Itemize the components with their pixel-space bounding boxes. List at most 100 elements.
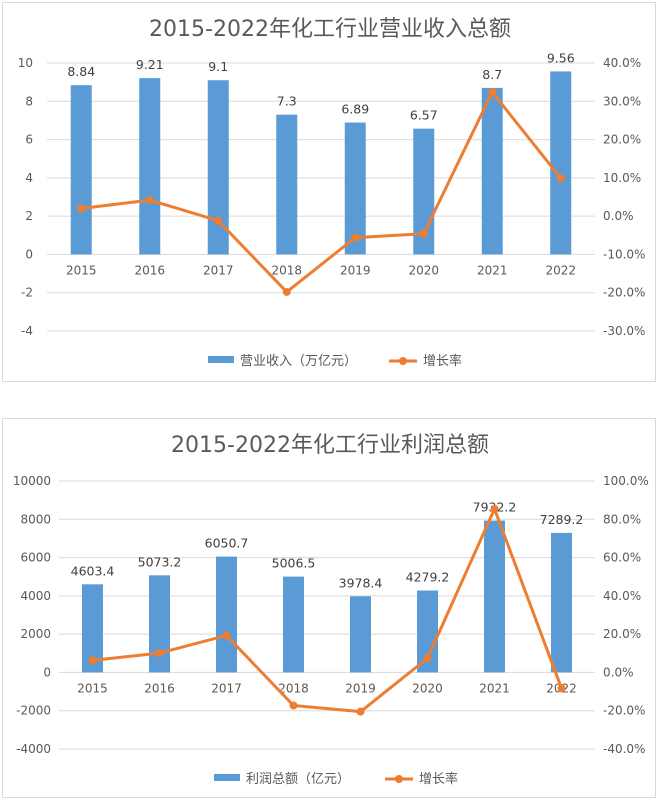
bar: [417, 590, 438, 673]
growth-rate-point: [222, 631, 231, 640]
left-axis-tick-label: 0: [43, 665, 51, 679]
bar-data-label: 9.21: [136, 57, 164, 72]
legend-bar-swatch: [208, 356, 234, 363]
right-axis-tick-label: -30.0%: [603, 324, 645, 338]
bar: [551, 532, 572, 673]
left-axis-tick-label: 6: [25, 133, 33, 147]
bar-data-label: 8.7: [482, 67, 502, 82]
bar: [149, 575, 170, 673]
bar-data-label: 7289.2: [540, 512, 584, 527]
bar: [139, 78, 161, 255]
revenue-chart: 2015-2022年化工行业营业收入总额 -4 -2 0 2 4 6 8 10 -30.0% -20…: [18, 17, 646, 369]
category-label: 2022: [545, 263, 576, 277]
left-axis-tick-label: 0: [25, 247, 33, 261]
legend-line-label: 增长率: [423, 353, 462, 369]
right-axis-tick-label: 10.0%: [603, 171, 641, 185]
growth-rate-point: [556, 174, 565, 183]
legend-line-marker: [399, 357, 407, 365]
bar-data-label: 9.56: [547, 50, 575, 65]
bar-data-label: 3978.4: [339, 575, 383, 590]
category-label: 2018: [278, 681, 309, 695]
category-label: 2016: [134, 263, 165, 277]
bar-data-label: 7.3: [277, 94, 297, 109]
left-axis-tick-label: 6000: [20, 551, 51, 565]
bar: [82, 584, 103, 673]
left-axis-tick-label: 4000: [20, 589, 51, 603]
right-axis-tick-label: 60.0%: [603, 551, 641, 565]
growth-rate-line: [79, 90, 563, 294]
left-axis-tick-label: 10: [18, 56, 33, 70]
category-label: 2017: [211, 681, 242, 695]
growth-rate-point: [351, 233, 360, 242]
category-label: 2019: [345, 681, 376, 695]
growth-rate-point: [356, 707, 365, 716]
bar: [350, 596, 371, 673]
bar-data-label: 6.57: [410, 108, 438, 123]
left-axis-tick-label: 10000: [13, 474, 51, 488]
growth-rate-point: [214, 216, 223, 225]
chart-title: 2015-2022年化工行业营业收入总额: [149, 17, 511, 42]
chart-title: 2015-2022年化工行业利润总额: [171, 433, 489, 458]
legend-line-label: 增长率: [419, 771, 458, 787]
left-axis-tick-label: 2000: [20, 627, 51, 641]
growth-rate-point: [155, 649, 164, 658]
growth-rate-point: [77, 204, 86, 213]
bar: [216, 556, 237, 673]
left-axis-tick-label: 8000: [20, 512, 51, 526]
bar: [481, 87, 503, 255]
right-axis-tick-label: -20.0%: [603, 704, 645, 718]
bar-data-label: 6050.7: [205, 536, 249, 551]
category-label: 2015: [77, 681, 108, 695]
bar-data-label: 6.89: [341, 102, 369, 117]
right-axis-tick-label: 40.0%: [603, 589, 641, 603]
right-axis-tick-label: 80.0%: [603, 512, 641, 526]
right-axis-tick-label: 20.0%: [603, 627, 641, 641]
growth-rate-point: [88, 656, 97, 665]
bar: [283, 576, 304, 673]
bar: [484, 520, 505, 673]
left-axis-tick-label: -2000: [16, 704, 51, 718]
growth-rate-point: [423, 654, 432, 663]
bar-data-label: 4603.4: [71, 563, 115, 578]
legend-line-marker: [395, 775, 403, 783]
right-axis-tick-label: 40.0%: [603, 56, 641, 70]
left-axis-tick-label: 2: [25, 209, 33, 223]
legend-bar-swatch: [214, 774, 240, 781]
growth-rate-point: [419, 229, 428, 238]
growth-rate-point: [145, 196, 154, 205]
growth-rate-point: [490, 504, 499, 513]
category-label: 2020: [408, 263, 439, 277]
legend-bar-label: 营业收入（万亿元）: [240, 354, 357, 369]
profit-chart: 2015-2022年化工行业利润总额 -4000 -2000 0 2000 4000 600…: [13, 433, 649, 787]
bar: [344, 122, 366, 255]
bar: [276, 114, 298, 255]
bar-data-label: 9.1: [208, 59, 228, 74]
profit-chart-panel: 2015-2022年化工行业利润总额 -4000 -2000 0 2000 4000 600…: [2, 418, 656, 798]
right-axis-tick-label: -20.0%: [603, 286, 645, 300]
right-axis-tick-label: 100.0%: [603, 474, 649, 488]
right-axis-tick-label: 0.0%: [603, 209, 634, 223]
growth-rate-point: [488, 88, 497, 97]
category-label: 2020: [412, 681, 443, 695]
category-label: 2019: [340, 263, 371, 277]
category-label: 2017: [203, 263, 234, 277]
bar-data-label: 5073.2: [138, 554, 182, 569]
category-label: 2021: [477, 263, 508, 277]
category-label: 2021: [479, 681, 510, 695]
right-axis-tick-label: 30.0%: [603, 94, 641, 108]
legend-bar-label: 利润总额（亿元）: [246, 772, 350, 787]
bar-data-label: 5006.5: [272, 556, 316, 571]
left-axis-tick-label: -4: [21, 324, 33, 338]
left-axis-tick-label: -4000: [16, 742, 51, 756]
revenue-chart-panel: 2015-2022年化工行业营业收入总额 -4 -2 0 2 4 6 8 10 -30.0% -20…: [2, 2, 656, 382]
right-axis-tick-label: 0.0%: [603, 665, 634, 679]
left-axis-tick-label: 8: [25, 94, 33, 108]
growth-rate-point: [557, 684, 566, 693]
right-axis-tick-label: -40.0%: [603, 742, 645, 756]
growth-rate-point: [289, 701, 298, 710]
bar: [207, 80, 229, 255]
bar-data-label: 8.84: [67, 64, 95, 79]
category-label: 2018: [271, 263, 302, 277]
bar-data-label: 4279.2: [406, 570, 450, 585]
bar: [550, 71, 572, 255]
